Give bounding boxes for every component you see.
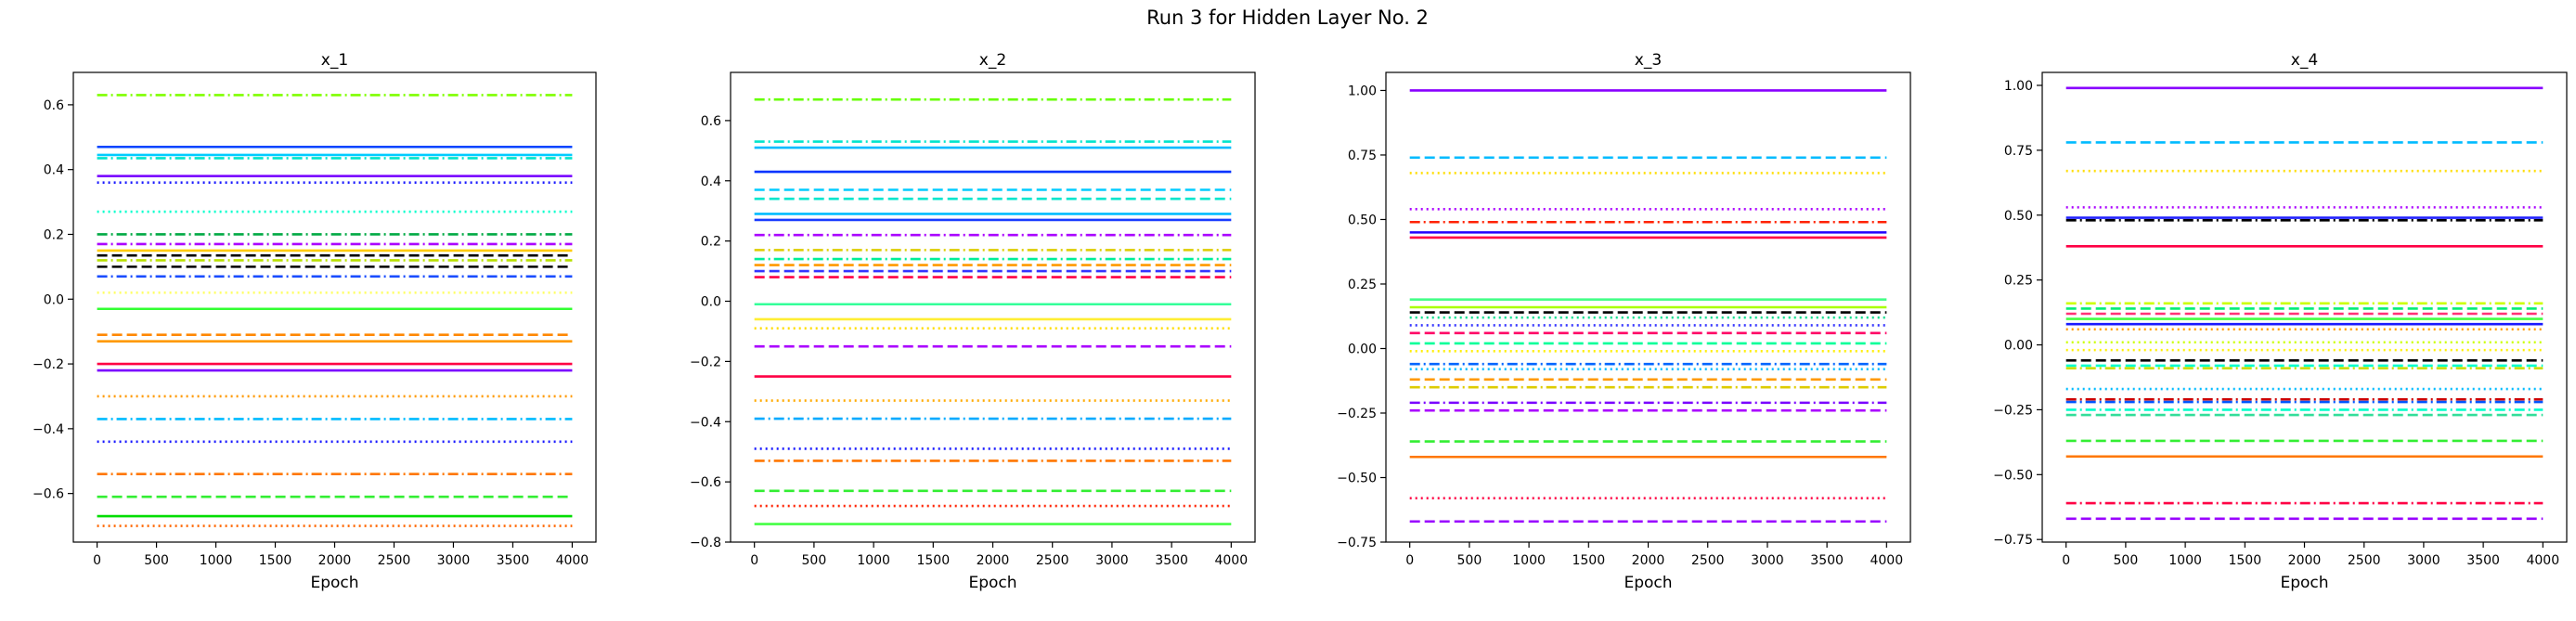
x-tick-label: 4000 xyxy=(1870,553,1903,568)
x-tick-label: 1500 xyxy=(2228,553,2261,568)
x-tick-label: 2500 xyxy=(1036,553,1069,568)
x-tick-label: 500 xyxy=(144,553,169,568)
x-tick-label: 1000 xyxy=(1512,553,1546,568)
x-tick-label: 4000 xyxy=(556,553,589,568)
x-axis-label: Epoch xyxy=(2280,574,2328,592)
y-tick-label: 0.75 xyxy=(1348,149,1377,163)
y-tick-label: −0.75 xyxy=(1337,536,1377,550)
x-tick-label: 2000 xyxy=(318,553,352,568)
x-tick-label: 1000 xyxy=(2168,553,2202,568)
x-axis-label: Epoch xyxy=(1624,574,1672,592)
y-tick-label: 1.00 xyxy=(1348,84,1377,98)
y-tick-label: 0.25 xyxy=(2004,274,2033,289)
x-tick-label: 500 xyxy=(1457,553,1482,568)
y-tick-label: −0.2 xyxy=(690,355,721,369)
x-tick-label: 2500 xyxy=(378,553,411,568)
x-tick-label: 0 xyxy=(750,553,758,568)
y-tick-label: 0.4 xyxy=(701,175,721,189)
y-tick-label: 0.2 xyxy=(701,235,721,250)
subplot-title: x_3 xyxy=(1635,51,1662,70)
y-tick-label: −0.6 xyxy=(32,487,64,502)
y-tick-label: −0.4 xyxy=(32,422,64,437)
y-tick-label: −0.25 xyxy=(1993,403,2033,418)
y-tick-label: −0.50 xyxy=(1993,468,2033,483)
y-tick-label: 0.75 xyxy=(2004,144,2033,159)
y-tick-label: 0.4 xyxy=(44,163,64,178)
x-tick-label: 3500 xyxy=(1155,553,1188,568)
subplot-x_4: 0 500 1000 1500 2000 2500 3000 3500 4000 −0.75 −0.… xyxy=(1993,51,2568,592)
y-tick-label: 0.0 xyxy=(44,292,64,307)
x-tick-label: 1000 xyxy=(857,553,890,568)
y-tick-label: −0.25 xyxy=(1337,407,1377,421)
y-tick-label: 0.50 xyxy=(2004,209,2033,224)
y-tick-label: −0.6 xyxy=(690,475,721,490)
x-tick-label: 0 xyxy=(93,553,101,568)
x-tick-label: 0 xyxy=(1405,553,1414,568)
y-tick-label: −0.4 xyxy=(690,415,721,430)
x-tick-label: 2000 xyxy=(977,553,1010,568)
x-tick-label: 0 xyxy=(2062,553,2070,568)
y-tick-label: 0.2 xyxy=(44,227,64,242)
x-tick-label: 1500 xyxy=(259,553,292,568)
x-tick-label: 1500 xyxy=(916,553,950,568)
x-axis-label: Epoch xyxy=(968,574,1016,592)
x-tick-label: 2500 xyxy=(2348,553,2381,568)
y-tick-label: 0.0 xyxy=(701,295,721,310)
x-tick-label: 2000 xyxy=(1632,553,1665,568)
x-tick-label: 3500 xyxy=(2466,553,2500,568)
y-tick-label: 1.00 xyxy=(2004,79,2033,94)
x-tick-label: 500 xyxy=(2114,553,2139,568)
x-tick-label: 3000 xyxy=(1751,553,1784,568)
x-tick-label: 3500 xyxy=(1810,553,1844,568)
figure-title: Run 3 for Hidden Layer No. 2 xyxy=(1146,6,1429,29)
plot-frame xyxy=(72,71,597,543)
subplot-title: x_2 xyxy=(979,51,1006,70)
x-tick-label: 2500 xyxy=(1691,553,1725,568)
y-tick-label: −0.75 xyxy=(1993,533,2033,548)
subplot-x_1: 0 500 1000 1500 2000 2500 3000 3500 4000 −0.6 −0.4… xyxy=(32,51,597,592)
x-tick-label: 1000 xyxy=(200,553,233,568)
y-tick-label: −0.2 xyxy=(32,357,64,372)
y-tick-label: 0.6 xyxy=(701,114,721,129)
y-tick-label: −0.8 xyxy=(690,536,721,550)
y-tick-label: 0.25 xyxy=(1348,278,1377,292)
x-tick-label: 2000 xyxy=(2288,553,2322,568)
subplot-x_2: 0 500 1000 1500 2000 2500 3000 3500 4000 −0.8 −0.6… xyxy=(690,51,1256,592)
subplot-title: x_4 xyxy=(2291,51,2318,70)
x-axis-label: Epoch xyxy=(310,574,358,592)
x-tick-label: 500 xyxy=(802,553,827,568)
y-tick-label: 0.00 xyxy=(2004,339,2033,354)
x-tick-label: 1500 xyxy=(1572,553,1605,568)
y-tick-label: −0.50 xyxy=(1337,471,1377,485)
x-tick-label: 4000 xyxy=(2526,553,2559,568)
y-tick-label: 0.00 xyxy=(1348,342,1377,356)
x-tick-label: 3500 xyxy=(497,553,530,568)
y-tick-label: 0.50 xyxy=(1348,213,1377,227)
y-tick-label: 0.6 xyxy=(44,98,64,113)
subplot-x_3: 0 500 1000 1500 2000 2500 3000 3500 4000 −0.75 −0.… xyxy=(1337,51,1911,592)
x-tick-label: 3000 xyxy=(437,553,471,568)
x-tick-label: 3000 xyxy=(1095,553,1129,568)
x-tick-label: 4000 xyxy=(1214,553,1248,568)
x-tick-label: 3000 xyxy=(2407,553,2440,568)
subplot-title: x_1 xyxy=(321,51,348,70)
